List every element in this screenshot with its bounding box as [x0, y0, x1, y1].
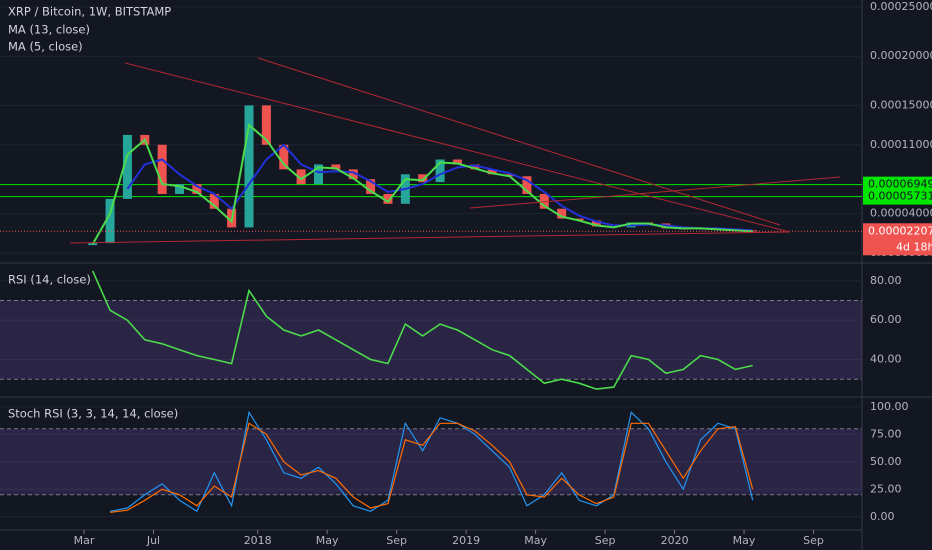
y-tick-label: 80.00: [870, 274, 902, 287]
y-tick-label: 0.00025000: [870, 0, 932, 13]
band: [0, 428, 862, 495]
candle: [209, 193, 219, 209]
y-tick-label: 100.00: [870, 400, 909, 413]
trend-line: [257, 57, 781, 226]
level-label: 0.00005731: [868, 190, 932, 203]
x-tick-label: Sep: [386, 534, 407, 547]
candle: [522, 176, 532, 194]
y-tick-label: 0.00020000: [870, 49, 932, 62]
x-tick-label: May: [316, 534, 339, 547]
symbol-title[interactable]: XRP / Bitcoin, 1W, BITSTAMP: [8, 5, 171, 19]
last-price-label: 0.00002207: [868, 224, 932, 237]
y-tick-label: 25.00: [870, 482, 902, 495]
y-tick-label: 0.00004000: [870, 207, 932, 220]
candle: [366, 179, 376, 194]
band: [0, 300, 862, 380]
candle: [122, 134, 132, 199]
y-tick-label: 0.00: [870, 510, 895, 523]
candle: [175, 184, 185, 194]
trend-line: [469, 176, 841, 209]
candle: [748, 230, 758, 232]
x-tick-label: Sep: [595, 534, 616, 547]
x-tick-label: Sep: [803, 534, 824, 547]
candle: [261, 105, 271, 145]
trend-line: [69, 231, 791, 244]
candle: [157, 144, 167, 194]
last-price-box: [863, 223, 932, 256]
candle: [418, 174, 428, 183]
x-tick-label: Jul: [146, 534, 160, 547]
moving-average: [91, 123, 753, 245]
candle: [313, 164, 323, 185]
level-label-box: [863, 188, 932, 205]
countdown-label: 4d 18h: [896, 240, 932, 253]
candle: [557, 208, 567, 219]
x-tick-label: May: [524, 534, 547, 547]
candle: [487, 169, 497, 175]
y-tick-label: 40.00: [870, 353, 902, 366]
candle: [331, 164, 341, 170]
y-tick-label: 0.00015000: [870, 98, 932, 111]
candle: [452, 159, 462, 165]
indicator-line: [91, 270, 753, 390]
indicator-label[interactable]: RSI (14, close): [8, 273, 91, 287]
y-tick-label: 60.00: [870, 313, 902, 326]
x-tick-label: Mar: [74, 534, 95, 547]
y-tick-label: 50.00: [870, 455, 902, 468]
indicator-label[interactable]: MA (5, close): [8, 40, 83, 54]
x-tick-label: 2018: [244, 534, 272, 547]
x-tick-label: May: [733, 534, 756, 547]
trend-line: [124, 62, 791, 233]
candle: [296, 169, 306, 185]
indicator-label[interactable]: Stoch RSI (3, 3, 14, 14, close): [8, 407, 178, 421]
y-tick-label: 75.00: [870, 427, 902, 440]
candle: [470, 164, 480, 170]
level-label: 0.00006949: [868, 178, 932, 191]
candle: [88, 243, 98, 246]
candle: [383, 193, 393, 204]
candle: [279, 144, 289, 170]
x-tick-label: 2019: [452, 534, 480, 547]
candle: [105, 198, 115, 244]
candle: [192, 184, 202, 194]
indicator-line: [110, 422, 754, 513]
y-tick-label: 0.00011000: [870, 138, 932, 151]
indicator-label[interactable]: MA (13, close): [8, 23, 90, 37]
candle: [348, 169, 358, 180]
candle: [435, 159, 445, 183]
candle: [591, 220, 601, 227]
candle: [244, 105, 254, 228]
x-tick-label: 2020: [661, 534, 689, 547]
